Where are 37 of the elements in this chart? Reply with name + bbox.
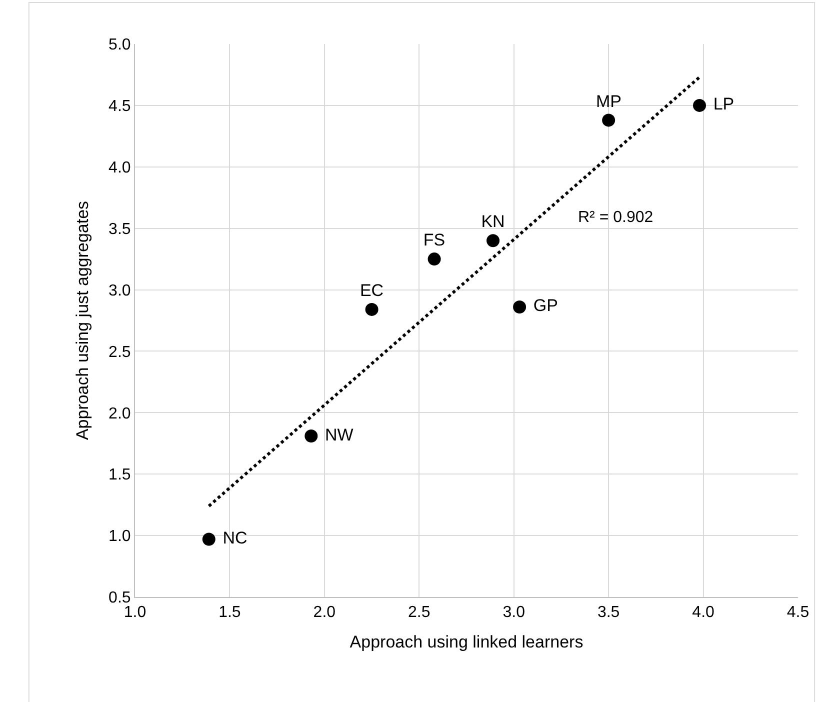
series-label: EC (355, 281, 388, 300)
y-tick-label: 1.5 (108, 466, 131, 484)
y-tick-label: 2.5 (108, 344, 131, 361)
y-tick-label: 5.0 (108, 36, 131, 54)
x-tick-label: 4.5 (786, 604, 810, 622)
y-tick-label: 3.5 (108, 220, 131, 238)
series-label: LP (708, 94, 739, 114)
series-label: FS (418, 230, 450, 250)
annotation: R² = 0.902 (578, 209, 654, 226)
point (693, 98, 706, 112)
point (486, 234, 500, 248)
series-label: MP (591, 92, 626, 111)
x-tick-label: 1.0 (124, 604, 146, 622)
x-tick-label: 3.0 (502, 604, 526, 622)
series-label: GP (528, 296, 562, 316)
y-tick-label: 0.5 (108, 590, 131, 607)
y-tick-label: 3.0 (108, 282, 131, 300)
point (428, 252, 441, 266)
series-label: NC (218, 528, 252, 548)
point (304, 430, 318, 443)
y-tick-label: 1.0 (108, 528, 131, 546)
x-axis-title: Approach using linked learners (350, 632, 584, 652)
series-label: NW (320, 425, 358, 444)
x-tick-label: 4.0 (692, 604, 715, 622)
point (365, 302, 378, 316)
x-tick-label: 3.5 (597, 604, 620, 622)
x-tick-label: 2.5 (408, 604, 430, 622)
x-tick-label: 2.0 (313, 604, 336, 622)
x-tick-label: 1.5 (218, 604, 241, 622)
point (202, 532, 216, 546)
y-tick-label: 4.0 (108, 159, 131, 176)
y-axis-title: Approach using just aggregates (73, 200, 92, 440)
point (602, 114, 616, 127)
y-tick-label: 4.5 (108, 98, 131, 116)
series-label: KN (476, 212, 510, 232)
point (513, 300, 526, 314)
y-tick-label: 2.0 (108, 405, 131, 422)
